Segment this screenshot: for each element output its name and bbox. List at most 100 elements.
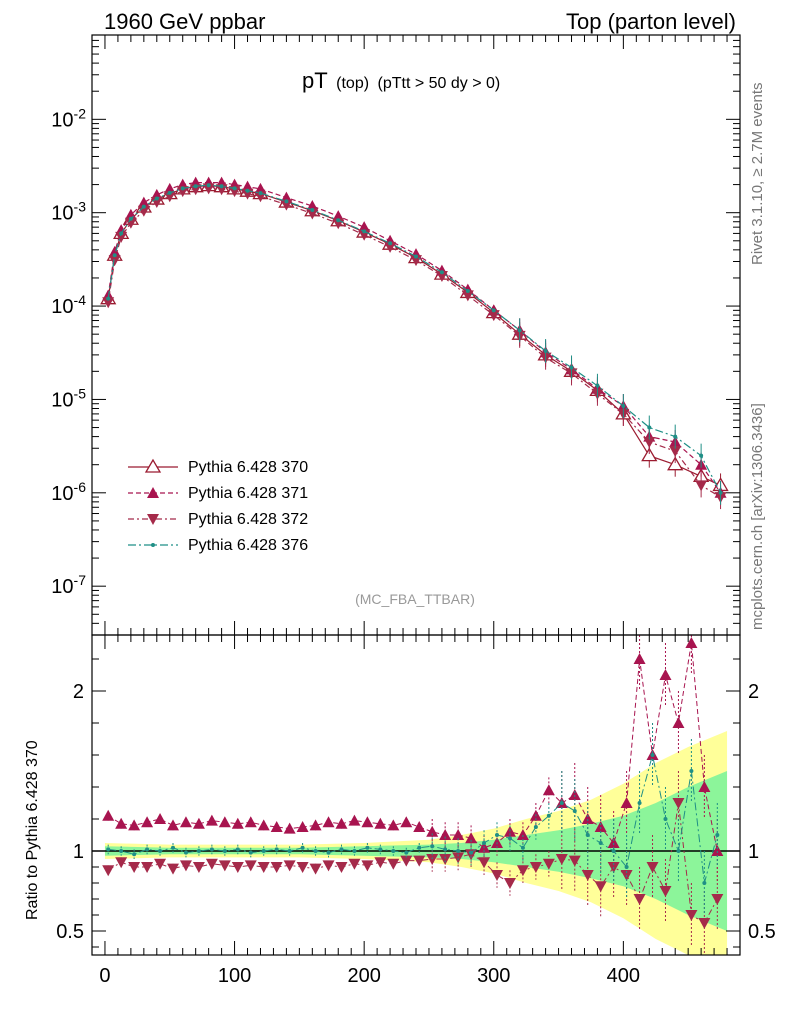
series-371 bbox=[102, 176, 727, 505]
ytick-label: 10-2 bbox=[51, 105, 86, 131]
data-point bbox=[443, 847, 448, 852]
data-point bbox=[196, 849, 201, 853]
ratio-series-371 bbox=[102, 635, 724, 883]
data-point bbox=[487, 310, 500, 322]
series-376 bbox=[106, 183, 723, 505]
data-point bbox=[439, 829, 452, 840]
data-point bbox=[336, 218, 341, 223]
data-point bbox=[209, 847, 214, 852]
data-point bbox=[430, 844, 435, 849]
data-point bbox=[543, 349, 548, 354]
data-point bbox=[112, 253, 117, 258]
header-right: Top (parton level) bbox=[566, 9, 736, 34]
data-point bbox=[141, 862, 154, 873]
data-point bbox=[663, 817, 668, 821]
data-point bbox=[163, 182, 176, 194]
data-point bbox=[517, 328, 522, 333]
data-point bbox=[348, 858, 361, 870]
legend-marker bbox=[151, 543, 155, 547]
data-point bbox=[119, 849, 124, 853]
data-point bbox=[296, 821, 309, 832]
xtick-label: 400 bbox=[607, 965, 640, 987]
xtick-label: 100 bbox=[218, 965, 251, 987]
data-point bbox=[284, 199, 289, 204]
data-point bbox=[469, 850, 474, 855]
data-point bbox=[643, 437, 656, 449]
data-point bbox=[222, 849, 227, 853]
xtick-label: 200 bbox=[347, 965, 380, 987]
data-point bbox=[300, 845, 305, 850]
data-point bbox=[374, 817, 387, 829]
data-point bbox=[391, 849, 396, 853]
ratio-plot: 0.5 0.5 1 1 2 2 0 100 200 300 400 bbox=[56, 634, 776, 987]
data-point bbox=[465, 849, 478, 861]
plot-title: pT (top) (pTtt > 50 dy > 0) bbox=[302, 68, 500, 93]
data-point bbox=[108, 255, 121, 267]
data-point bbox=[689, 769, 694, 773]
data-point bbox=[270, 862, 283, 873]
data-point bbox=[218, 816, 231, 828]
legend-label: Pythia 6.428 372 bbox=[188, 511, 308, 528]
data-point bbox=[358, 221, 371, 233]
ytick-label: 10-4 bbox=[51, 292, 86, 318]
data-point bbox=[141, 816, 154, 828]
series-line bbox=[107, 182, 722, 494]
data-point bbox=[270, 821, 283, 832]
ytick-label-left: 2 bbox=[73, 681, 84, 703]
data-point bbox=[309, 863, 322, 875]
data-point bbox=[533, 825, 538, 829]
legend-marker bbox=[147, 487, 159, 498]
data-point bbox=[594, 881, 607, 893]
data-point bbox=[115, 231, 128, 243]
data-point bbox=[374, 857, 387, 869]
data-point bbox=[581, 870, 594, 881]
data-point bbox=[102, 809, 115, 821]
data-point bbox=[685, 637, 698, 648]
data-point bbox=[137, 205, 150, 217]
data-point bbox=[685, 910, 698, 921]
data-point bbox=[624, 865, 629, 869]
data-point bbox=[516, 829, 529, 840]
data-point bbox=[559, 801, 564, 805]
legend-label: Pythia 6.428 376 bbox=[188, 537, 308, 554]
data-point bbox=[322, 816, 335, 828]
data-point bbox=[183, 850, 188, 855]
data-point bbox=[650, 753, 655, 757]
xtick-label: 0 bbox=[99, 965, 110, 987]
data-point bbox=[439, 854, 452, 865]
legend-marker bbox=[147, 514, 159, 525]
data-point bbox=[235, 847, 240, 852]
data-point bbox=[193, 184, 198, 189]
data-point bbox=[102, 297, 115, 309]
data-point bbox=[572, 809, 577, 813]
data-point bbox=[676, 849, 681, 853]
data-point bbox=[633, 653, 646, 664]
data-point bbox=[672, 798, 685, 809]
analysis-label: (MC_FBA_TTBAR) bbox=[355, 591, 475, 607]
plot-title-main: pT bbox=[302, 68, 328, 93]
data-point bbox=[231, 862, 244, 873]
series-line bbox=[107, 187, 721, 498]
mcplots-label: mcplots.cern.ch [arXiv:1306.3436] bbox=[749, 403, 766, 630]
ratio-content bbox=[92, 635, 740, 955]
data-point bbox=[228, 186, 241, 198]
data-point bbox=[244, 816, 257, 828]
legend-label: Pythia 6.428 371 bbox=[188, 485, 308, 502]
data-point bbox=[387, 858, 400, 870]
data-point bbox=[669, 446, 682, 458]
data-point bbox=[711, 894, 724, 905]
data-point bbox=[413, 855, 426, 867]
data-point bbox=[102, 865, 115, 877]
data-point bbox=[426, 854, 439, 865]
data-point bbox=[491, 870, 503, 881]
data-point bbox=[404, 850, 409, 855]
data-point bbox=[176, 186, 189, 198]
data-point bbox=[283, 860, 296, 872]
data-point bbox=[595, 383, 600, 388]
data-point bbox=[254, 182, 267, 194]
ytick-label: 10-6 bbox=[51, 479, 86, 505]
data-point bbox=[180, 186, 185, 191]
data-point bbox=[206, 183, 211, 188]
main-plot: 10-2 10-3 10-4 10-5 10-6 10-7 bbox=[51, 34, 741, 636]
data-point bbox=[607, 837, 620, 848]
